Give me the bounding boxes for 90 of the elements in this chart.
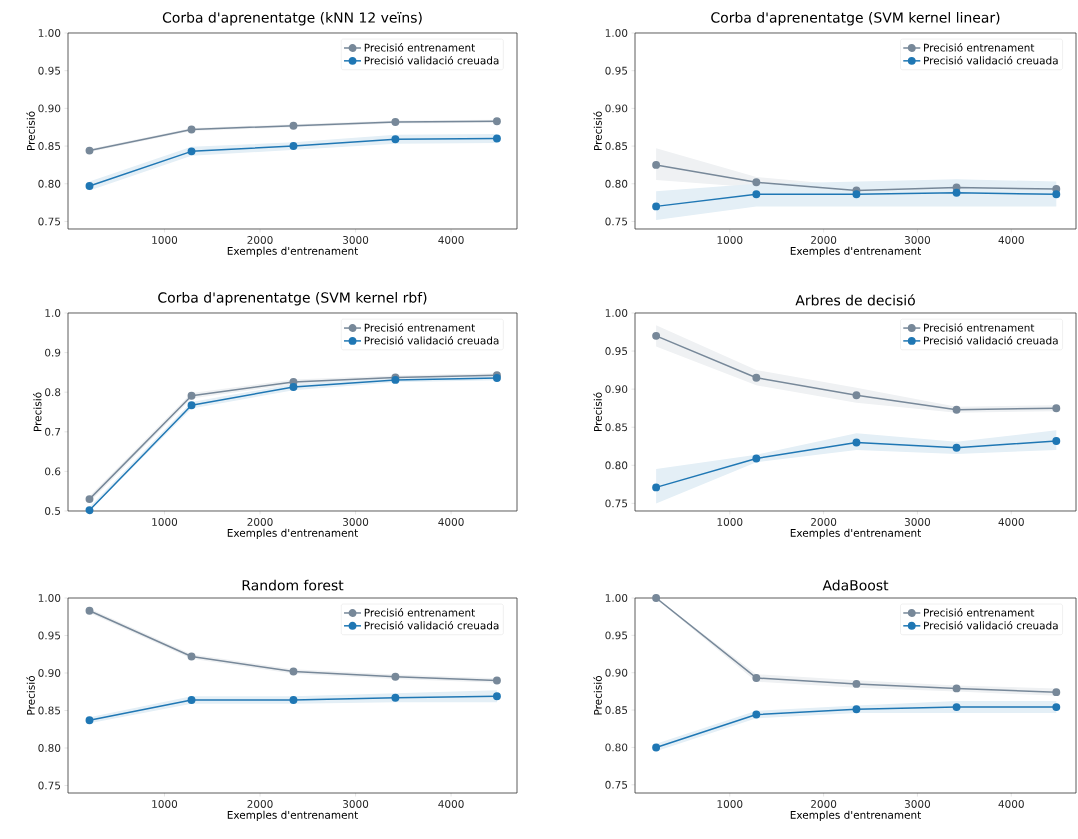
x-tick-label: 2000 <box>811 518 837 526</box>
x-tick-label: 2000 <box>247 236 273 244</box>
legend-label: Precisió entrenament <box>924 323 1035 332</box>
x-tick-label: 4000 <box>998 236 1024 244</box>
y-tick-label: 1.00 <box>38 29 61 37</box>
y-tick-label: 0.90 <box>38 104 61 113</box>
y-tick-label: 0.80 <box>38 179 61 188</box>
x-tick-label: 1000 <box>717 800 743 808</box>
y-tick-label: 1.00 <box>38 594 61 602</box>
legend-label: Precisió validació creuada <box>924 335 1058 345</box>
y-tick-label: 1.00 <box>605 594 628 602</box>
y-tick-label: 1.0 <box>45 309 61 317</box>
x-tick-label: 1000 <box>152 236 178 244</box>
y-tick-label: 0.85 <box>605 423 628 432</box>
y-tick-label: 0.90 <box>605 104 628 113</box>
y-tick-label: 0.6 <box>45 467 61 476</box>
chart-title: Corba d'aprenentatge (SVM kernel linear) <box>711 12 1000 26</box>
legend-label: Precisió entrenament <box>924 608 1035 617</box>
x-tick-label: 3000 <box>904 518 931 526</box>
x-axis-title: Exemples d'entrenament <box>790 528 921 539</box>
x-tick-label: 4000 <box>998 800 1024 808</box>
y-tick-label: 0.95 <box>605 347 628 356</box>
x-axis-title: Exemples d'entrenament <box>790 246 921 257</box>
chart-title: Arbres de decisió <box>795 294 915 306</box>
x-axis-title: Exemples d'entrenament <box>227 528 358 539</box>
y-tick-label: 0.90 <box>605 385 628 394</box>
x-tick-label: 1000 <box>717 236 743 244</box>
legend-label: Precisió validació creuada <box>364 55 499 65</box>
y-tick-label: 0.90 <box>605 668 628 677</box>
x-tick-label: 3000 <box>904 236 931 244</box>
x-tick-label: 2000 <box>811 800 837 808</box>
y-tick-label: 0.80 <box>605 743 628 752</box>
chart-title: Corba d'aprenentatge (kNN 12 veïns) <box>162 12 422 26</box>
y-axis-title: Precisió <box>593 111 602 150</box>
y-tick-label: 1.00 <box>605 309 628 317</box>
y-tick-label: 0.85 <box>605 142 628 151</box>
x-tick-label: 2000 <box>811 236 837 244</box>
y-tick-label: 0.95 <box>605 66 628 75</box>
x-tick-label: 4000 <box>438 236 464 244</box>
y-tick-label: 0.9 <box>45 348 61 357</box>
legend-label: Precisió validació creuada <box>364 620 499 630</box>
x-axis-title: Exemples d'entrenament <box>227 246 358 257</box>
y-tick-label: 0.75 <box>605 217 628 226</box>
y-tick-label: 0.80 <box>605 461 628 470</box>
x-tick-label: 2000 <box>247 800 273 808</box>
y-tick-label: 0.95 <box>605 631 628 640</box>
y-axis-title: Precisió <box>26 111 35 150</box>
x-axis-title: Exemples d'entrenament <box>790 810 921 821</box>
legend-label: Precisió validació creuada <box>364 335 499 345</box>
x-tick-label: 3000 <box>343 800 369 808</box>
x-tick-label: 3000 <box>343 236 369 244</box>
y-tick-label: 0.75 <box>38 217 61 226</box>
y-axis-title: Precisió <box>26 676 35 715</box>
y-axis-title: Precisió <box>33 392 42 431</box>
y-axis-title: Precisió <box>593 676 602 715</box>
y-tick-label: 0.85 <box>605 706 628 715</box>
x-tick-label: 3000 <box>904 800 931 808</box>
chart-title: Random forest <box>242 579 344 591</box>
y-tick-label: 0.80 <box>605 179 628 188</box>
x-tick-label: 4000 <box>438 518 464 526</box>
legend-label: Precisió entrenament <box>364 43 475 52</box>
y-tick-label: 0.75 <box>605 499 628 508</box>
legend-label: Precisió validació creuada <box>924 55 1058 65</box>
y-tick-label: 1.00 <box>605 29 628 37</box>
y-tick-label: 0.8 <box>45 388 61 397</box>
y-tick-label: 0.90 <box>38 669 61 677</box>
legend-label: Precisió validació creuada <box>924 620 1058 630</box>
x-tick-label: 2000 <box>247 518 273 526</box>
y-tick-label: 0.85 <box>38 142 61 151</box>
y-axis-title: Precisió <box>593 392 602 431</box>
x-tick-label: 4000 <box>998 518 1024 526</box>
x-tick-label: 4000 <box>438 800 464 808</box>
y-tick-label: 0.5 <box>45 507 61 515</box>
y-tick-label: 0.85 <box>38 706 61 715</box>
y-tick-label: 0.95 <box>38 66 61 75</box>
y-tick-label: 0.80 <box>38 744 61 752</box>
chart-title: AdaBoost <box>822 579 889 591</box>
y-tick-label: 0.7 <box>45 427 61 436</box>
x-tick-label: 3000 <box>343 518 369 526</box>
x-tick-label: 1000 <box>152 800 178 808</box>
y-tick-label: 0.75 <box>605 780 628 789</box>
x-tick-label: 1000 <box>152 518 178 526</box>
legend-label: Precisió entrenament <box>364 323 475 332</box>
legend-label: Precisió entrenament <box>924 43 1035 52</box>
chart-title: Corba d'aprenentatge (SVM kernel rbf) <box>158 292 427 306</box>
y-tick-label: 0.95 <box>38 631 61 640</box>
legend-label: Precisió entrenament <box>364 608 475 617</box>
x-axis-title: Exemples d'entrenament <box>227 810 358 821</box>
y-tick-label: 0.75 <box>38 781 61 790</box>
x-tick-label: 1000 <box>717 518 743 526</box>
